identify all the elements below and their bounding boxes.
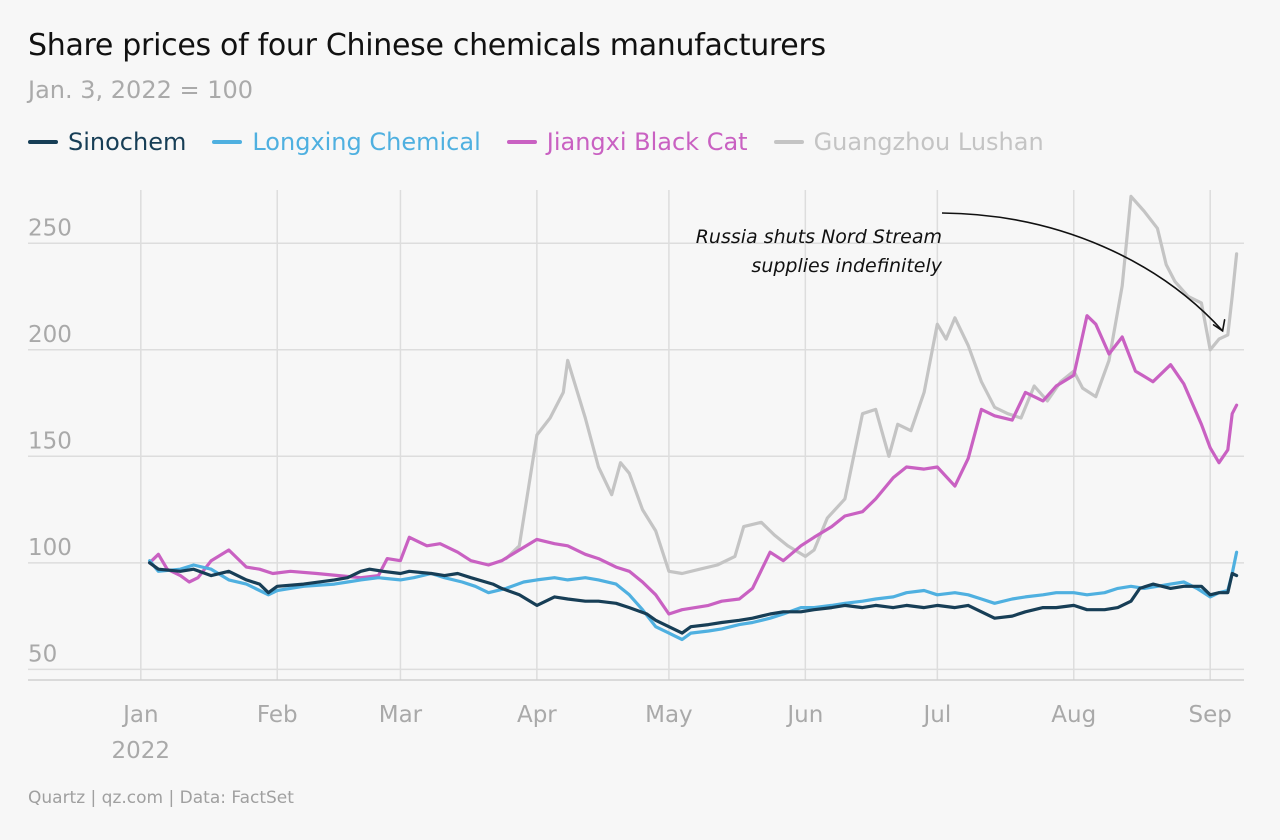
x-tick-label: Mar — [379, 702, 423, 728]
y-tick-label: 100 — [28, 535, 72, 561]
legend-label: Guangzhou Lushan — [813, 128, 1044, 156]
series-line-longxing-chemical — [148, 550, 1239, 642]
legend-item-sinochem: Sinochem — [28, 128, 186, 156]
x-tick-label: Jun — [785, 702, 823, 728]
x-tick-label: Jul — [921, 702, 951, 728]
legend-swatch — [506, 140, 537, 144]
y-tick-label: 150 — [28, 428, 72, 454]
chart-subtitle: Jan. 3, 2022 = 100 — [28, 76, 254, 104]
legend-label: Sinochem — [68, 128, 187, 156]
legend-item-longxing: Longxing Chemical — [212, 128, 481, 156]
x-tick-label: Aug — [1051, 702, 1096, 728]
legend-item-guangzhou: Guangzhou Lushan — [773, 128, 1044, 156]
series-line-jiangxi-black-cat — [148, 314, 1239, 616]
legend-label: Longxing Chemical — [252, 128, 481, 156]
annotation-arrow — [941, 212, 1224, 332]
y-tick-label: 250 — [28, 215, 72, 241]
legend-swatch — [773, 140, 804, 144]
x-tick-label: Feb — [257, 702, 298, 728]
annotation-text: supplies indefinitely — [751, 255, 942, 277]
chart-legend: Sinochem Longxing Chemical Jiangxi Black… — [28, 128, 1070, 156]
legend-item-jiangxi: Jiangxi Black Cat — [506, 128, 748, 156]
y-tick-label: 50 — [28, 641, 57, 667]
series-line-guangzhou-lushan — [504, 194, 1239, 576]
x-tick-label: May — [645, 702, 693, 728]
source-note: Quartz | qz.com | Data: FactSet — [28, 788, 294, 808]
y-tick-label: 200 — [28, 322, 72, 348]
legend-label: Jiangxi Black Cat — [546, 128, 748, 156]
legend-swatch — [28, 140, 58, 144]
annotation-arrowhead — [1212, 319, 1226, 333]
x-tick-sublabel: 2022 — [112, 738, 171, 764]
annotation-text: Russia shuts Nord Stream — [696, 226, 942, 248]
x-tick-label: Jan — [121, 702, 158, 728]
x-tick-label: Sep — [1189, 702, 1232, 728]
series-line-sinochem — [148, 561, 1239, 635]
x-tick-label: Apr — [517, 702, 557, 728]
chart-title: Share prices of four Chinese chemicals m… — [28, 28, 826, 63]
legend-swatch — [212, 140, 243, 144]
